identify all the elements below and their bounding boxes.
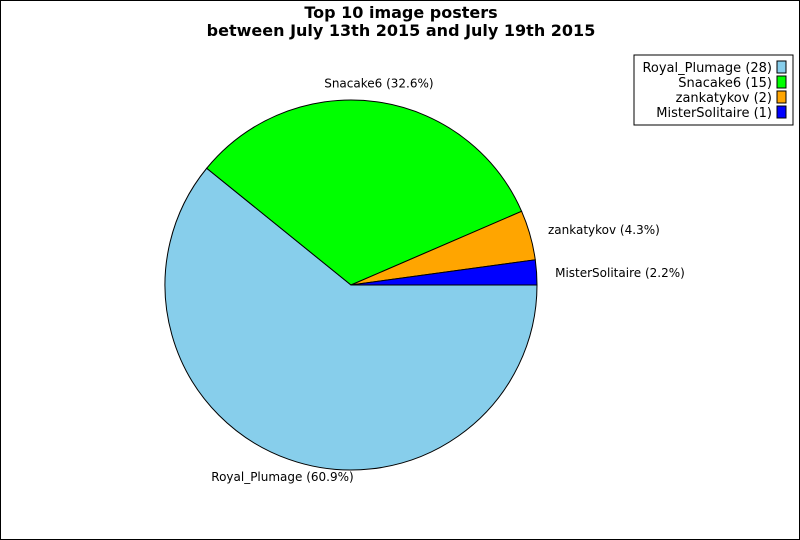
slice-label-zankatykov: zankatykov (4.3%) [548,223,660,237]
chart-subtitle: between July 13th 2015 and July 19th 201… [207,21,596,40]
pie-slice-mistersolitaire [350,259,538,286]
pie-slices [164,99,538,471]
legend-swatch-snacake6 [776,75,787,89]
slice-label-royal-plumage: Royal_Plumage (60.9%) [211,470,353,484]
legend-label-zankatykov: zankatykov (2) [676,91,772,106]
slice-label-snacake6: Snacake6 (32.6%) [324,76,433,90]
legend-box [633,54,794,126]
legend-swatch-royal-plumage [776,60,787,74]
slice-labels: Royal_Plumage (60.9%) Snacake6 (32.6%) zan… [211,76,685,483]
legend-label-snacake6: Snacake6 (15) [678,76,772,91]
pie-slice-royal-plumage [164,167,538,471]
chart-title: Top 10 image posters [304,3,497,22]
legend-label-mistersolitaire: MisterSolitaire (1) [656,106,772,121]
legend-swatch-zankatykov [776,90,787,104]
legend-label-royal-plumage: Royal_Plumage (28) [642,61,772,76]
legend: Royal_Plumage (28)Snacake6 (15)zankatyko… [633,54,794,126]
legend-swatch-mistersolitaire [776,105,787,119]
pie-slice-snacake6 [206,99,523,286]
slice-label-mistersolitaire: MisterSolitaire (2.2%) [555,266,685,280]
